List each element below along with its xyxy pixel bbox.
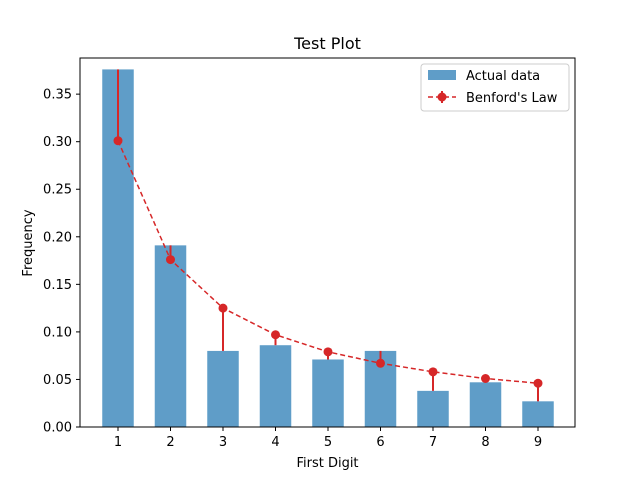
y-tick-label-0.10: 0.10 (43, 325, 72, 340)
x-tick-label-2: 2 (166, 435, 174, 450)
x-tick-label-1: 1 (114, 435, 122, 450)
legend-swatch-benfords-law-marker (437, 92, 447, 102)
bar-digit-7 (417, 390, 449, 427)
bar-digit-5 (312, 359, 344, 427)
benfords-law-point-digit-6 (376, 358, 385, 368)
benfords-law-point-digit-9 (533, 378, 543, 388)
x-tick-label-7: 7 (429, 435, 437, 450)
bar-digit-9 (522, 401, 554, 427)
plot-area (102, 69, 554, 428)
y-tick-label-0.35: 0.35 (43, 88, 72, 103)
legend-box (420, 63, 570, 112)
x-tick-label-6: 6 (376, 435, 384, 450)
benfords-law-point-digit-2 (166, 255, 175, 265)
legend-label-benfords-law: Benford's Law (466, 91, 558, 106)
benfords-law-point-digit-3 (218, 303, 228, 313)
benfords-law-point-digit-7 (428, 367, 438, 377)
x-tick-label-3: 3 (219, 435, 227, 450)
legend-label-actual-data: Actual data (466, 69, 540, 84)
legend-swatch-actual-data (428, 70, 456, 80)
x-tick-label-4: 4 (271, 435, 279, 450)
x-axis-label: First Digit (296, 456, 358, 471)
y-tick-label-0.20: 0.20 (43, 230, 72, 245)
bar-digit-2 (154, 245, 187, 427)
y-tick-label-0.00: 0.00 (43, 421, 72, 436)
bar-digit-3 (207, 350, 239, 427)
x-tick-label-5: 5 (324, 435, 332, 450)
bar-digit-8 (469, 382, 502, 427)
x-tick-label-8: 8 (481, 435, 489, 450)
benfords-law-point-digit-5 (323, 347, 333, 357)
x-tick-label-9: 9 (534, 435, 542, 450)
y-tick-label-0.30: 0.30 (43, 135, 72, 150)
y-axis-label: Frequency (21, 209, 36, 276)
bar-digit-4 (259, 345, 292, 427)
benfords-law-point-digit-8 (481, 373, 490, 383)
y-tick-label-0.05: 0.05 (43, 373, 72, 388)
chart-title: Test Plot (293, 34, 361, 53)
y-tick-label-0.25: 0.25 (43, 183, 72, 198)
benfords-law-point-digit-4 (271, 330, 280, 340)
legend: Actual data Benford's Law (420, 63, 570, 112)
y-tick-label-0.15: 0.15 (43, 278, 72, 293)
benfords-law-point-digit-1 (113, 136, 123, 146)
